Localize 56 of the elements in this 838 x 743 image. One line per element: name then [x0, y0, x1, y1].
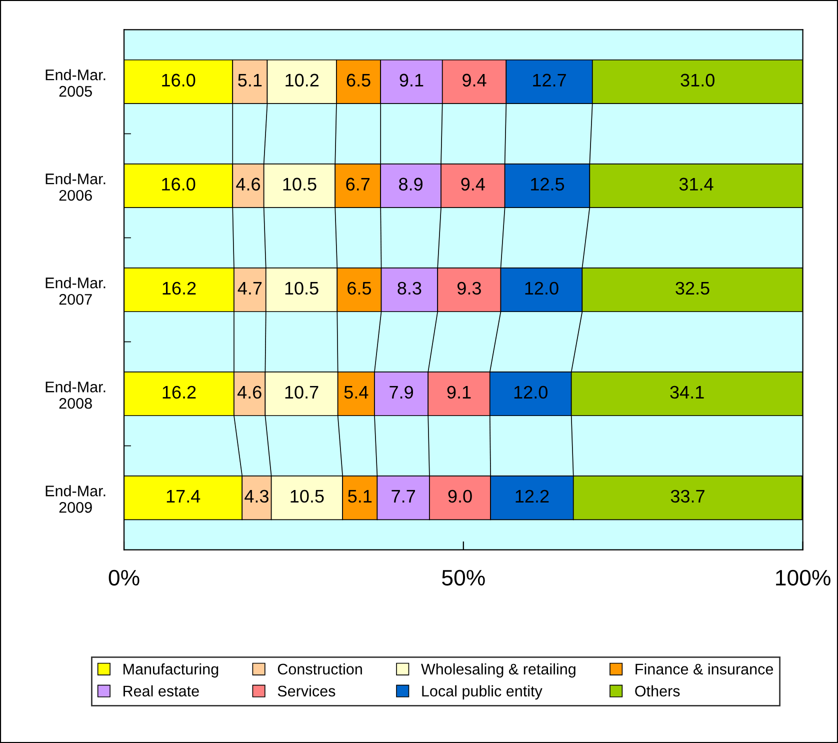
legend-label: Wholesaling & retailing: [421, 663, 576, 678]
data-label: 10.5: [285, 282, 318, 295]
data-label: 9.1: [400, 74, 424, 87]
data-label: 31.0: [680, 74, 714, 87]
y-tick-label: End-Mar. 2007: [46, 277, 106, 305]
x-tick-label: 0%: [108, 570, 140, 586]
data-label: 12.0: [525, 282, 558, 295]
data-label: 34.1: [670, 386, 704, 399]
y-tick-label: End-Mar. 2009: [46, 485, 106, 513]
y-tick-label: End-Mar. 2006: [46, 173, 106, 201]
legend-label: Services: [278, 685, 336, 697]
data-label: 16.2: [162, 282, 196, 295]
data-label: 12.5: [531, 178, 564, 191]
data-label: 5.4: [344, 386, 368, 399]
data-label: 12.2: [516, 490, 549, 502]
data-label: 4.7: [238, 282, 262, 294]
data-label: 9.3: [457, 282, 481, 295]
y-tick-label: End-Mar. 2005: [46, 69, 106, 97]
data-label: 9.0: [448, 490, 472, 503]
data-label: 6.5: [348, 282, 372, 295]
data-label: 4.3: [244, 490, 268, 503]
y-tick-label: End-Mar. 2008: [46, 381, 106, 409]
data-label: 5.1: [348, 490, 372, 503]
data-label: 31.4: [679, 178, 714, 191]
legend-label: Real estate: [124, 685, 199, 697]
data-label: 33.7: [670, 490, 704, 503]
data-label: 9.1: [447, 386, 471, 399]
data-label: 16.0: [162, 178, 196, 191]
data-label: 32.5: [676, 282, 710, 295]
data-label: 7.7: [392, 490, 415, 502]
data-label: 8.3: [398, 282, 422, 295]
data-label: 5.1: [238, 74, 262, 87]
data-label: 10.7: [285, 386, 318, 399]
data-label: 4.6: [237, 386, 262, 399]
legend-label: Local public entity: [422, 685, 542, 700]
legend-label: Others: [635, 685, 680, 697]
data-label: 4.6: [236, 178, 260, 191]
x-tick-label: 100%: [776, 570, 830, 586]
data-label: 10.5: [290, 490, 324, 503]
data-label: 8.9: [399, 178, 423, 191]
data-label: 16.0: [162, 74, 196, 87]
data-label: 9.4: [461, 178, 485, 191]
data-label: 7.9: [390, 386, 413, 399]
legend-label: Finance & insurance: [636, 663, 774, 675]
legend-label: Construction: [278, 663, 362, 675]
data-label: 10.5: [283, 178, 316, 191]
data-label: 16.2: [162, 386, 196, 399]
data-label: 9.4: [462, 74, 486, 87]
x-tick-label: 50%: [442, 570, 485, 586]
data-label: 12.0: [514, 386, 548, 399]
data-label: 12.7: [533, 74, 566, 86]
data-label: 10.2: [286, 74, 319, 87]
data-label: 6.5: [346, 74, 370, 87]
legend-label: Manufacturing: [124, 663, 218, 678]
data-label: 17.4: [166, 490, 200, 502]
data-label: 6.7: [346, 178, 370, 191]
